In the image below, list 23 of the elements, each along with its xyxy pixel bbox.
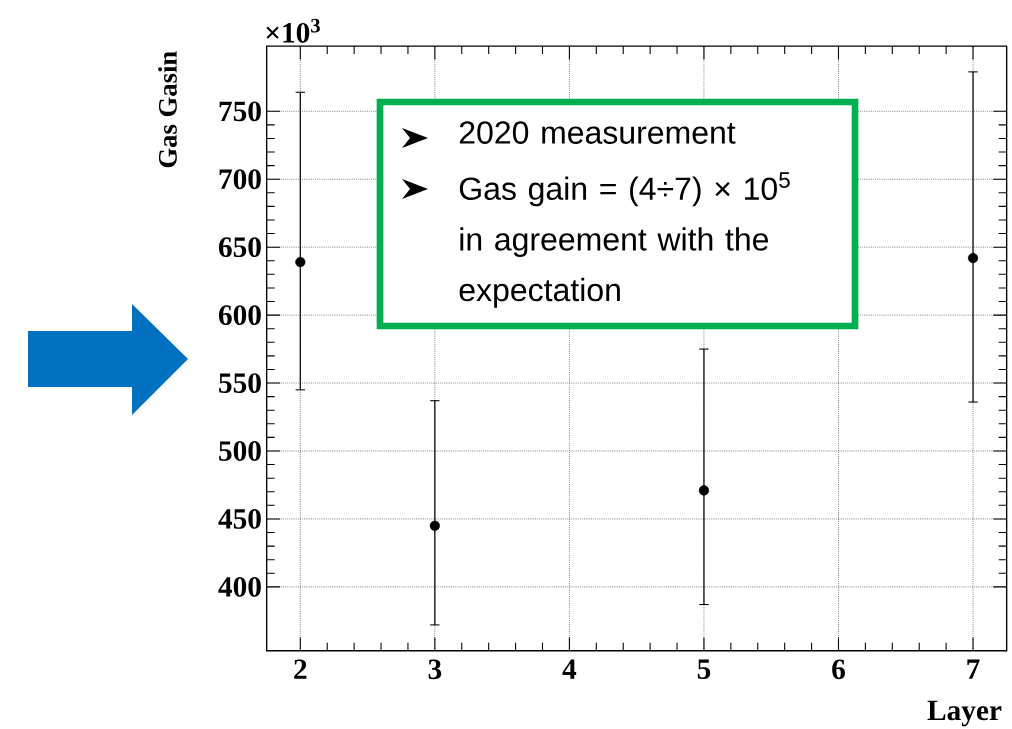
x-tick-label: 5 <box>697 659 711 679</box>
y-tick-label: 500 <box>219 441 261 461</box>
y-axis-title: Gas Gasin <box>158 51 177 168</box>
x-tick-label: 4 <box>562 659 577 679</box>
y-tick-label: 600 <box>218 305 261 326</box>
y-tick-label: 550 <box>219 373 261 393</box>
y-tick-label: 750 <box>219 101 261 122</box>
y-tick-label: 450 <box>218 509 261 529</box>
y-tick-label: 700 <box>219 169 261 190</box>
x-tick-label: 2 <box>294 659 307 679</box>
text: ×10$^{3}$ <box>266 18 320 43</box>
point <box>429 520 440 531</box>
y-tick-label: 650 <box>218 237 261 258</box>
x-tick-label: 6 <box>832 659 845 680</box>
point <box>698 485 710 496</box>
point <box>967 252 979 264</box>
x-tick-label: 7 <box>967 659 980 679</box>
text: Gas gain = (4÷7) × 10$^{5}$ in agreement with the expectation <box>459 172 790 308</box>
x-axis-title: Layer <box>927 700 1002 727</box>
annotation: 2020 measurement <box>459 121 736 144</box>
point <box>295 257 306 268</box>
x-tick-label: 3 <box>428 659 442 680</box>
y-tick-label: 400 <box>218 576 261 597</box>
